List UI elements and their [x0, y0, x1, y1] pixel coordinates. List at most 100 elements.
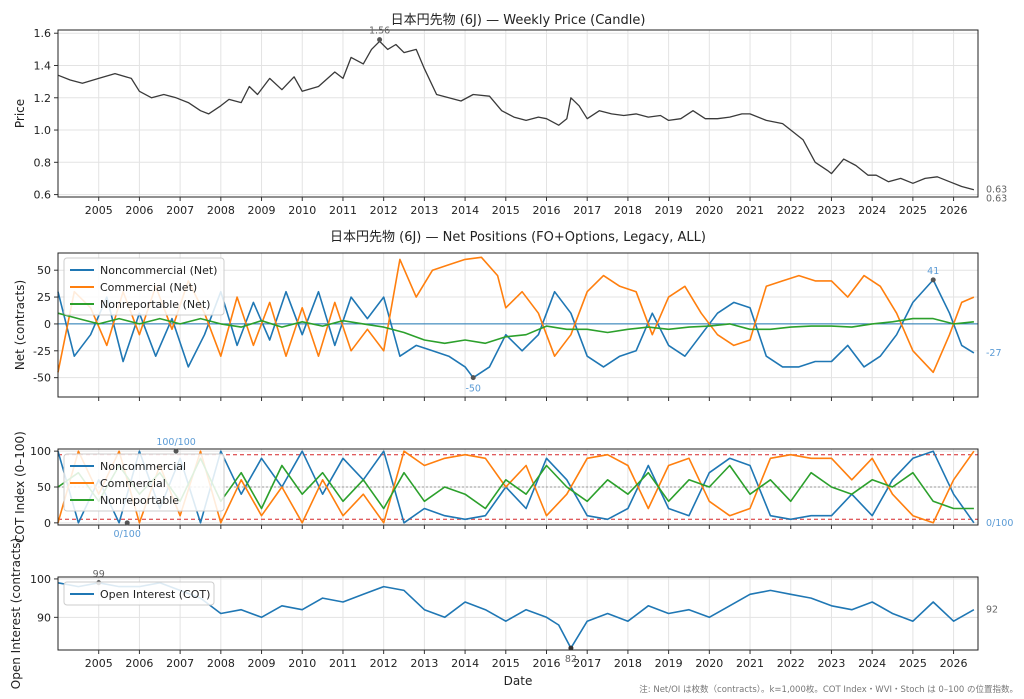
- legend-label: Noncommercial: [100, 460, 186, 473]
- x-tick-label: 2009: [248, 657, 276, 670]
- legend-box: [63, 581, 215, 606]
- y-axis-label: Net (contracts): [13, 280, 27, 370]
- annotation-marker: [930, 277, 936, 283]
- panel-2: -50 -25 0 25 50 日本円先物 (6J) — Net Positions (F…: [13, 230, 1002, 401]
- y-tick-label: 100: [30, 445, 51, 458]
- annotation-marker: [173, 448, 179, 454]
- x-tick-label: 2005: [85, 657, 113, 670]
- x-tick-label: 2010: [288, 204, 316, 217]
- x-tick-label: 2011: [329, 657, 357, 670]
- annotation-marker: [470, 375, 476, 381]
- annotation-marker: [377, 37, 383, 43]
- y-tick-label: 1.6: [34, 27, 52, 40]
- annotation-label: 92: [986, 605, 998, 616]
- series-line-1: [57, 582, 975, 649]
- annotation-label: -50: [465, 384, 481, 395]
- plot-frame: [57, 29, 979, 198]
- x-tick-label: 2024: [858, 204, 886, 217]
- x-tick-label: 2024: [858, 657, 886, 670]
- x-tick-label: 2020: [695, 204, 723, 217]
- x-tick-label: 2020: [695, 657, 723, 670]
- panel-4: 90 100 2005 2006 2007 2008 2009 2010 2011 2012 201…: [9, 538, 998, 689]
- x-tick-label: 2017: [573, 204, 601, 217]
- annotation-label: 0/100: [114, 529, 141, 540]
- x-tick-label: 2021: [736, 204, 764, 217]
- x-tick-label: 2015: [492, 657, 520, 670]
- panel-1: 0.6 0.8 1.0 1.2 1.4 1.6 2005 2006 2007 2008 2009 20…: [13, 13, 1007, 217]
- annotation-label: 0.63: [986, 185, 1007, 196]
- series-line-3: [57, 312, 974, 345]
- x-tick-label: 2009: [248, 204, 276, 217]
- annotation-label: 0.63: [986, 194, 1007, 205]
- x-tick-label: 2019: [655, 204, 683, 217]
- x-tick-label: 2011: [329, 204, 357, 217]
- panel-title: 日本円先物 (6J) — Weekly Price (Candle): [391, 13, 646, 28]
- x-tick-label: 2008: [207, 204, 235, 217]
- annotation-marker: [568, 645, 574, 651]
- x-tick-label: 2014: [451, 204, 479, 217]
- series-line-1: [57, 40, 975, 191]
- annotation-label: 82: [565, 654, 577, 665]
- x-axis-label: Date: [504, 674, 533, 688]
- x-tick-label: 2007: [166, 204, 194, 217]
- y-tick-label: 1.0: [34, 124, 52, 137]
- annotation-label: 100/100: [156, 437, 195, 448]
- x-tick-label: 2012: [370, 657, 398, 670]
- x-tick-label: 2026: [940, 204, 968, 217]
- annotation-label: 99: [93, 569, 105, 580]
- x-tick-label: 2005: [85, 204, 113, 217]
- y-axis-label: COT Index (0–100): [13, 431, 27, 543]
- y-tick-label: 100: [30, 573, 51, 586]
- y-axis-label: Price: [13, 99, 27, 128]
- series-line-2: [57, 256, 975, 374]
- x-tick-label: 2017: [573, 657, 601, 670]
- x-tick-label: 2019: [655, 657, 683, 670]
- x-tick-label: 2023: [817, 657, 845, 670]
- x-tick-label: 2007: [166, 657, 194, 670]
- x-tick-label: 2021: [736, 657, 764, 670]
- legend-box: [63, 257, 225, 316]
- panel-title: 日本円先物 (6J) — Net Positions (FO+Options, …: [330, 230, 706, 245]
- y-tick-label: -25: [33, 345, 51, 358]
- x-tick-label: 2006: [125, 204, 153, 217]
- x-tick-label: 2023: [817, 204, 845, 217]
- y-tick-label: 90: [37, 611, 51, 624]
- x-tick-label: 2022: [777, 204, 805, 217]
- legend-label: Open Interest (COT): [100, 588, 210, 601]
- x-tick-label: 2018: [614, 204, 642, 217]
- x-tick-label: 2016: [532, 657, 560, 670]
- y-tick-label: 1.4: [34, 59, 52, 72]
- footnote: 注: Net/OI は枚数（contracts）。k=1,000枚。COT In…: [639, 684, 1018, 695]
- plot-frame: [57, 448, 979, 526]
- legend-box: [63, 453, 225, 512]
- x-tick-label: 2008: [207, 657, 235, 670]
- plot-frame: [57, 252, 979, 398]
- annotation-marker: [124, 520, 130, 526]
- legend-label: Nonreportable (Net): [100, 298, 210, 311]
- y-tick-label: 50: [37, 481, 51, 494]
- y-tick-label: 0: [44, 318, 51, 331]
- x-tick-label: 2014: [451, 657, 479, 670]
- annotation-label: -27: [986, 348, 1002, 359]
- legend-label: Noncommercial (Net): [100, 264, 217, 277]
- y-axis-label: Open Interest (contracts): [9, 538, 23, 689]
- y-tick-label: -50: [33, 372, 51, 385]
- x-tick-label: 2022: [777, 657, 805, 670]
- legend-label: Nonreportable: [100, 494, 179, 507]
- x-tick-label: 2015: [492, 204, 520, 217]
- legend-label: Commercial: [100, 477, 166, 490]
- y-tick-label: 1.2: [34, 92, 52, 105]
- x-tick-label: 2013: [410, 204, 438, 217]
- plot-frame: [57, 576, 979, 651]
- x-tick-label: 2025: [899, 657, 927, 670]
- annotation-label: 41: [927, 266, 939, 277]
- x-tick-label: 2010: [288, 657, 316, 670]
- annotation-label: 0/100: [986, 518, 1013, 529]
- y-tick-label: 0.8: [34, 156, 52, 169]
- x-tick-label: 2006: [125, 657, 153, 670]
- y-tick-label: 25: [37, 291, 51, 304]
- x-tick-label: 2026: [940, 657, 968, 670]
- y-tick-label: 0.6: [34, 189, 52, 202]
